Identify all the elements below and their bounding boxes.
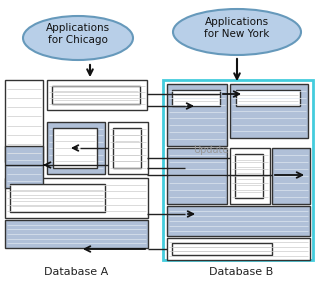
- Bar: [47, 80, 147, 110]
- Bar: [5, 220, 148, 248]
- Bar: [163, 80, 313, 260]
- Bar: [172, 90, 220, 106]
- Ellipse shape: [23, 16, 133, 60]
- Bar: [230, 84, 308, 138]
- Bar: [5, 146, 43, 188]
- Text: Database A: Database A: [44, 267, 108, 277]
- Bar: [167, 238, 310, 260]
- Bar: [10, 184, 105, 212]
- Bar: [52, 86, 140, 104]
- Bar: [53, 128, 97, 168]
- Bar: [167, 84, 227, 146]
- Text: Applications
for New York: Applications for New York: [204, 17, 270, 39]
- Bar: [235, 154, 263, 198]
- Bar: [5, 80, 43, 162]
- Bar: [47, 122, 105, 174]
- Bar: [5, 178, 148, 218]
- Text: Update: Update: [193, 145, 228, 155]
- Bar: [272, 148, 310, 204]
- Text: Database B: Database B: [209, 267, 273, 277]
- Bar: [167, 148, 227, 204]
- Bar: [108, 122, 148, 174]
- Ellipse shape: [173, 9, 301, 55]
- Bar: [167, 206, 310, 236]
- Bar: [113, 128, 141, 168]
- Bar: [172, 243, 272, 255]
- Text: Applications
for Chicago: Applications for Chicago: [46, 23, 110, 45]
- Bar: [230, 148, 270, 204]
- Bar: [236, 90, 300, 106]
